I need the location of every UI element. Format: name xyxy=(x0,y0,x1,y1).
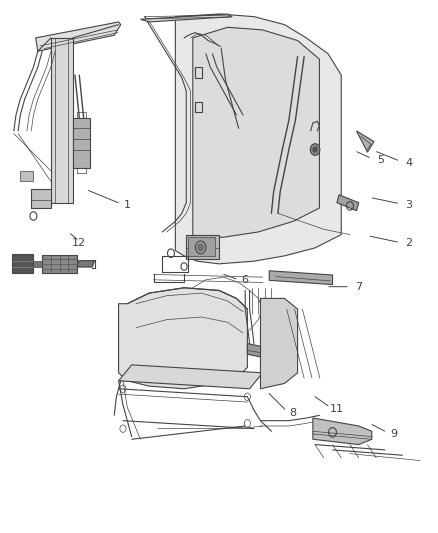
Polygon shape xyxy=(51,38,73,203)
Polygon shape xyxy=(313,418,372,445)
Text: 9: 9 xyxy=(390,429,397,439)
Polygon shape xyxy=(188,237,215,256)
Text: 6: 6 xyxy=(242,275,249,285)
Polygon shape xyxy=(35,22,121,51)
Text: 8: 8 xyxy=(290,408,297,418)
Text: 3: 3 xyxy=(406,200,413,211)
Circle shape xyxy=(313,147,317,152)
Polygon shape xyxy=(193,27,319,237)
Polygon shape xyxy=(42,255,77,273)
Polygon shape xyxy=(337,195,359,211)
Polygon shape xyxy=(73,118,90,168)
Polygon shape xyxy=(12,254,33,273)
Text: 7: 7 xyxy=(355,282,362,292)
Polygon shape xyxy=(141,14,232,22)
Polygon shape xyxy=(31,189,51,208)
Polygon shape xyxy=(261,298,297,389)
Text: 5: 5 xyxy=(377,155,384,165)
Text: 12: 12 xyxy=(72,238,86,247)
Polygon shape xyxy=(77,261,95,267)
Polygon shape xyxy=(175,14,341,264)
Polygon shape xyxy=(119,288,247,389)
Text: 1: 1 xyxy=(124,200,131,211)
Circle shape xyxy=(195,241,206,254)
Polygon shape xyxy=(33,261,42,267)
Polygon shape xyxy=(20,171,33,181)
Polygon shape xyxy=(119,365,263,389)
Polygon shape xyxy=(186,235,219,259)
Polygon shape xyxy=(247,344,261,357)
Text: 4: 4 xyxy=(405,158,413,168)
Polygon shape xyxy=(357,131,374,152)
Polygon shape xyxy=(269,271,332,285)
Circle shape xyxy=(310,144,320,156)
Text: 11: 11 xyxy=(330,404,344,414)
Circle shape xyxy=(198,244,203,251)
Text: 2: 2 xyxy=(405,238,413,247)
